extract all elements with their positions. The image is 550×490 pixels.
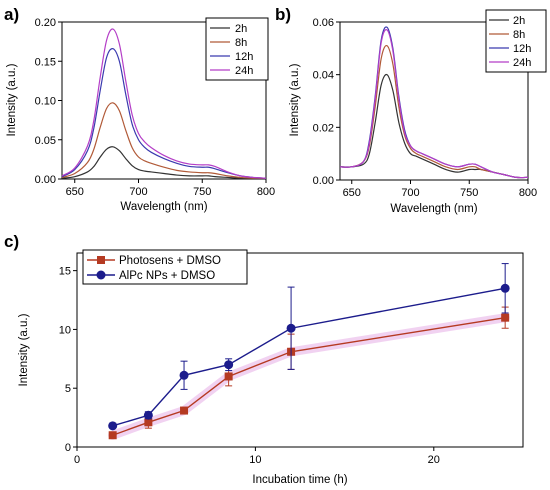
a-x-tick-label-750: 750	[193, 186, 211, 198]
b-y-tick-label-0-04: 0.04	[313, 70, 334, 82]
a-x-tick-label-800: 800	[257, 186, 275, 198]
panel-c-series-group	[108, 263, 510, 440]
c-x-tick-label-0: 0	[74, 454, 80, 466]
c-series-line-alpc-nps-dmso	[112, 287, 506, 427]
c-x-tick-label-10: 10	[249, 454, 261, 466]
panel-c-x-axis-title: Incubation time (h)	[252, 474, 347, 486]
panel-a-label: a)	[4, 5, 19, 24]
c-data-point-photosens-dmso	[108, 431, 117, 440]
panel-c-y-axis: 0 5 10 15	[59, 266, 77, 454]
panel-a-legend-label-2h: 2h	[235, 23, 247, 35]
panel-c-x-axis: 0 10 20	[74, 447, 440, 466]
panel-c-legend-marker-photosens	[97, 256, 105, 264]
panel-b-y-axis: 0.00 0.02 0.04 0.06	[313, 17, 340, 187]
panel-c-legend-marker-alpc	[96, 270, 106, 280]
panel-c-legend-label-alpc: AlPc NPs + DMSO	[119, 270, 215, 282]
a-y-tick-label-0-20: 0.20	[35, 17, 56, 29]
a-series-line-8h	[61, 102, 267, 179]
panel-a-y-axis-title: Intensity (a.u.)	[6, 63, 18, 136]
panel-a-legend: 2h 8h 12h 24h	[205, 17, 269, 81]
a-y-tick-label-0-15: 0.15	[35, 56, 56, 68]
panel-b-legend-label-24h: 24h	[513, 57, 531, 69]
b-y-tick-label-0-06: 0.06	[313, 17, 334, 29]
panel-b-series-group	[339, 26, 529, 179]
b-y-tick-label-0-00: 0.00	[313, 175, 334, 187]
a-series-line-2h	[61, 146, 266, 179]
a-x-tick-label-700: 700	[129, 186, 147, 198]
c-data-point-alpc-nps-dmso	[108, 421, 118, 431]
panel-b-x-axis: 650 700 750 800	[343, 180, 537, 199]
c-y-tick-label-5: 5	[65, 383, 71, 395]
b-x-tick-label-750: 750	[460, 187, 478, 199]
c-data-point-alpc-nps-dmso	[224, 360, 234, 370]
a-series-line-12h	[61, 47, 267, 179]
a-y-tick-label-0-10: 0.10	[35, 96, 56, 108]
panel-a-legend-label-24h: 24h	[235, 65, 253, 77]
panel-c-label: c)	[4, 232, 19, 251]
c-data-point-photosens-dmso	[180, 406, 189, 415]
c-data-point-alpc-nps-dmso	[286, 323, 296, 333]
panel-c-chart: c) 0 10 20 0 5 10 15 Incubation time (h) Inte…	[4, 232, 524, 486]
b-y-tick-label-0-02: 0.02	[313, 122, 334, 134]
panel-a-legend-label-8h: 8h	[235, 37, 247, 49]
panel-b-y-axis-title: Intensity (a.u.)	[289, 63, 301, 136]
panel-b-label: b)	[275, 5, 291, 24]
panel-c-legend-label-photosens: Photosens + DMSO	[119, 255, 221, 267]
panel-c-legend-box	[82, 249, 248, 285]
panel-a-series-group	[61, 28, 267, 179]
c-data-point-alpc-nps-dmso	[143, 410, 153, 420]
a-y-tick-label-0-00: 0.00	[35, 174, 56, 186]
b-x-tick-label-700: 700	[401, 187, 419, 199]
b-series-line-24h	[339, 29, 529, 179]
panel-c-plot-frame	[76, 252, 524, 448]
panel-a-legend-label-12h: 12h	[235, 51, 253, 63]
panel-c-legend: Photosens + DMSO AlPc NPs + DMSO	[82, 249, 248, 285]
panel-a-x-axis: 650 700 750 800	[66, 179, 275, 198]
c-data-point-photosens-dmso	[224, 372, 233, 381]
panel-b-chart: b) 650 700 750 800 0.00 0.02 0.04 0.06 Wavelen…	[275, 5, 547, 215]
panel-b-legend: 2h 8h 12h 24h	[485, 9, 547, 73]
c-series-line-photosens-dmso	[112, 316, 506, 436]
b-x-tick-label-800: 800	[519, 187, 537, 199]
c-series-band-photosens-dmso	[108, 313, 510, 440]
panel-b-plot-frame	[339, 21, 529, 181]
c-x-tick-label-20: 20	[428, 454, 440, 466]
a-x-tick-label-650: 650	[66, 186, 84, 198]
c-data-point-photosens-dmso	[501, 313, 510, 322]
panel-b-x-axis-title: Wavelength (nm)	[390, 203, 477, 215]
panel-b-legend-label-12h: 12h	[513, 43, 531, 55]
c-data-point-alpc-nps-dmso	[179, 370, 189, 380]
c-y-tick-label-10: 10	[59, 324, 71, 336]
panel-b-legend-label-2h: 2h	[513, 15, 525, 27]
b-x-tick-label-650: 650	[343, 187, 361, 199]
c-data-point-alpc-nps-dmso	[500, 283, 510, 293]
c-y-tick-label-0: 0	[65, 442, 71, 454]
panel-a-chart: a) 650 700 750 800 0.00 0.05 0.10 0.15 0.20 Wav…	[4, 5, 275, 213]
panel-a-y-axis: 0.00 0.05 0.10 0.15 0.20	[35, 17, 62, 186]
a-y-tick-label-0-05: 0.05	[35, 135, 56, 147]
c-data-point-photosens-dmso	[144, 418, 153, 427]
b-series-line-8h	[339, 45, 529, 179]
panel-a-x-axis-title: Wavelength (nm)	[120, 201, 207, 213]
panel-c-y-axis-title: Intensity (a.u.)	[18, 313, 30, 386]
panel-b-legend-label-8h: 8h	[513, 29, 525, 41]
a-series-line-24h	[61, 28, 267, 179]
c-y-tick-label-15: 15	[59, 266, 71, 278]
